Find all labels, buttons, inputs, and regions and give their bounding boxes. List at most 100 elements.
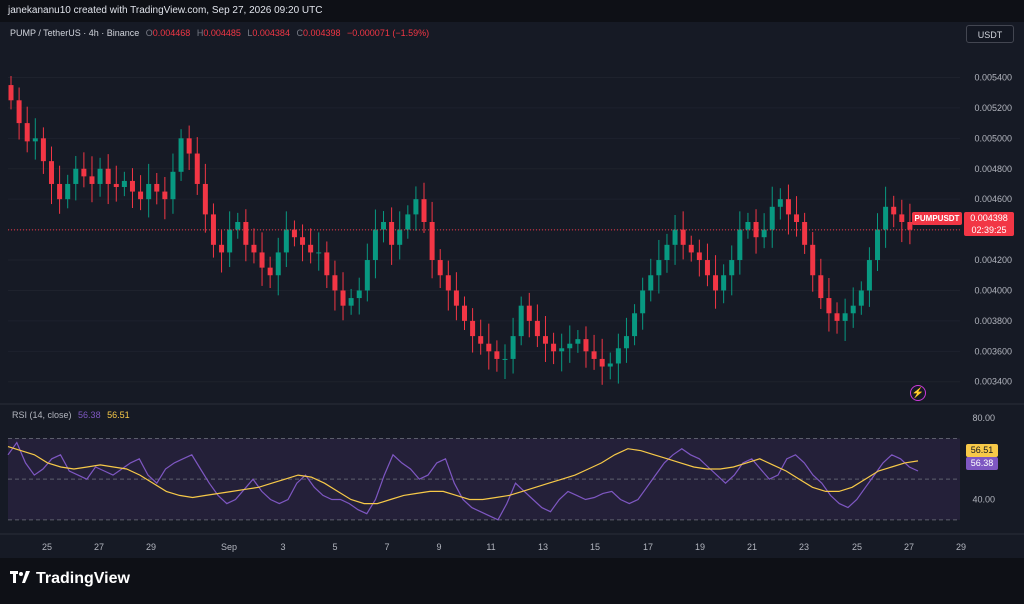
- candle-body: [899, 214, 905, 222]
- price-chart[interactable]: 0.005400 0.005200 0.005000 0.004800 0.004600…: [0, 0, 1024, 558]
- candle-body: [462, 305, 467, 321]
- candle-body: [129, 180, 135, 192]
- candle-body: [907, 222, 913, 230]
- legend-change: −0.000071 (−1.59%): [347, 28, 430, 38]
- legend-open-label: O: [145, 28, 153, 38]
- candle-body: [704, 260, 710, 276]
- time-axis-label: 21: [747, 542, 757, 552]
- rsi-value-tag: 56.38: [966, 457, 998, 470]
- candle-body: [599, 358, 605, 367]
- candle-body: [291, 229, 297, 238]
- candle-body: [24, 123, 30, 142]
- candle-body: [696, 252, 702, 261]
- rsi-ma-value: 56.51: [107, 410, 130, 420]
- footer-bar: TradingView: [0, 558, 1024, 604]
- candle-body: [526, 305, 532, 321]
- legend-close-value: 0.004398: [302, 28, 341, 38]
- candle-body: [251, 244, 257, 253]
- candle-body: [73, 168, 79, 184]
- candle-body: [551, 343, 557, 352]
- time-axis-label: 27: [904, 542, 914, 552]
- candle-body: [275, 252, 281, 276]
- rsi-axis-label: 80.00: [972, 413, 995, 423]
- candle-body: [429, 222, 435, 261]
- candle-body: [567, 343, 573, 349]
- candle-body: [316, 252, 322, 254]
- candle-body: [105, 168, 111, 184]
- candle-body: [405, 214, 411, 230]
- candle-body: [194, 153, 200, 184]
- candle-body: [283, 229, 289, 253]
- candle-body: [186, 138, 192, 154]
- time-axis-label: 17: [643, 542, 653, 552]
- time-axis-label: 25: [852, 542, 862, 552]
- price-axis-label: 0.005200: [974, 103, 1012, 113]
- candle-body: [777, 199, 783, 207]
- price-axis-label: 0.005000: [974, 133, 1012, 143]
- time-axis-label: 29: [146, 542, 156, 552]
- candle-body: [656, 260, 662, 276]
- currency-button[interactable]: USDT: [966, 25, 1014, 43]
- candle-body: [356, 290, 362, 299]
- candle-body: [802, 222, 808, 245]
- candle-body: [413, 199, 419, 215]
- time-axis-label: 29: [956, 542, 966, 552]
- candle-body: [146, 183, 152, 200]
- candle-body: [470, 320, 476, 337]
- candle-body: [478, 336, 484, 344]
- candle-body: [818, 275, 824, 299]
- candle-body: [121, 180, 127, 188]
- candle-body: [227, 229, 233, 253]
- candle-body: [810, 244, 816, 276]
- price-axis-label: 0.004600: [974, 194, 1012, 204]
- candle-body: [32, 138, 38, 142]
- candle-body: [883, 206, 889, 230]
- candle-body: [680, 229, 686, 245]
- rsi-value: 56.38: [78, 410, 101, 420]
- time-axis-label: 5: [332, 542, 337, 552]
- last-price-value: 0.004398: [970, 213, 1008, 223]
- candle-body: [648, 275, 654, 291]
- candle-body: [170, 171, 176, 200]
- candle-body: [437, 260, 443, 276]
- lightning-icon[interactable]: ⚡: [910, 385, 926, 401]
- price-axis-label: 0.005400: [974, 72, 1012, 82]
- candle-body: [850, 305, 856, 314]
- candle-body: [834, 313, 840, 321]
- candle-body: [486, 343, 492, 352]
- candle-body: [745, 222, 751, 230]
- candle-body: [688, 244, 694, 253]
- tradingview-logo[interactable]: TradingView: [10, 570, 130, 588]
- candle-body: [89, 176, 95, 184]
- candle-body: [178, 138, 184, 172]
- candle-body: [769, 206, 775, 230]
- candle-body: [891, 206, 897, 215]
- candle-body: [672, 229, 678, 245]
- candle-body: [445, 275, 451, 291]
- time-axis-label: 25: [42, 542, 52, 552]
- time-axis-label: 11: [486, 542, 495, 552]
- price-axis-label: 0.003600: [974, 346, 1012, 356]
- symbol-legend: PUMP / TetherUS · 4h · Binance O0.004468…: [10, 28, 429, 38]
- candle-body: [65, 183, 71, 200]
- rsi-ma-line: [7, 446, 919, 505]
- time-axis-label: 9: [436, 542, 441, 552]
- rsi-ma-tag: 56.51: [966, 444, 998, 457]
- rsi-legend: RSI (14, close) 56.38 56.51: [12, 410, 130, 420]
- last-price-symbol-tag: PUMPUSDT: [912, 212, 962, 225]
- time-axis-label: 3: [280, 542, 285, 552]
- candle-body: [518, 305, 524, 337]
- time-axis-label: 7: [384, 542, 389, 552]
- tradingview-brand: TradingView: [36, 570, 130, 587]
- candle-body: [729, 260, 735, 276]
- last-price-tag: 0.004398 02:39:25: [964, 212, 1014, 236]
- candle-body: [219, 244, 225, 253]
- candle-body: [826, 298, 832, 314]
- rsi-label: RSI (14, close): [12, 410, 72, 420]
- candle-body: [57, 183, 63, 200]
- candle-body: [81, 168, 87, 177]
- candle-body: [510, 336, 516, 359]
- price-axis-label: 0.003400: [974, 377, 1012, 387]
- time-axis-label: Sep: [221, 542, 237, 552]
- candle-body: [453, 290, 459, 306]
